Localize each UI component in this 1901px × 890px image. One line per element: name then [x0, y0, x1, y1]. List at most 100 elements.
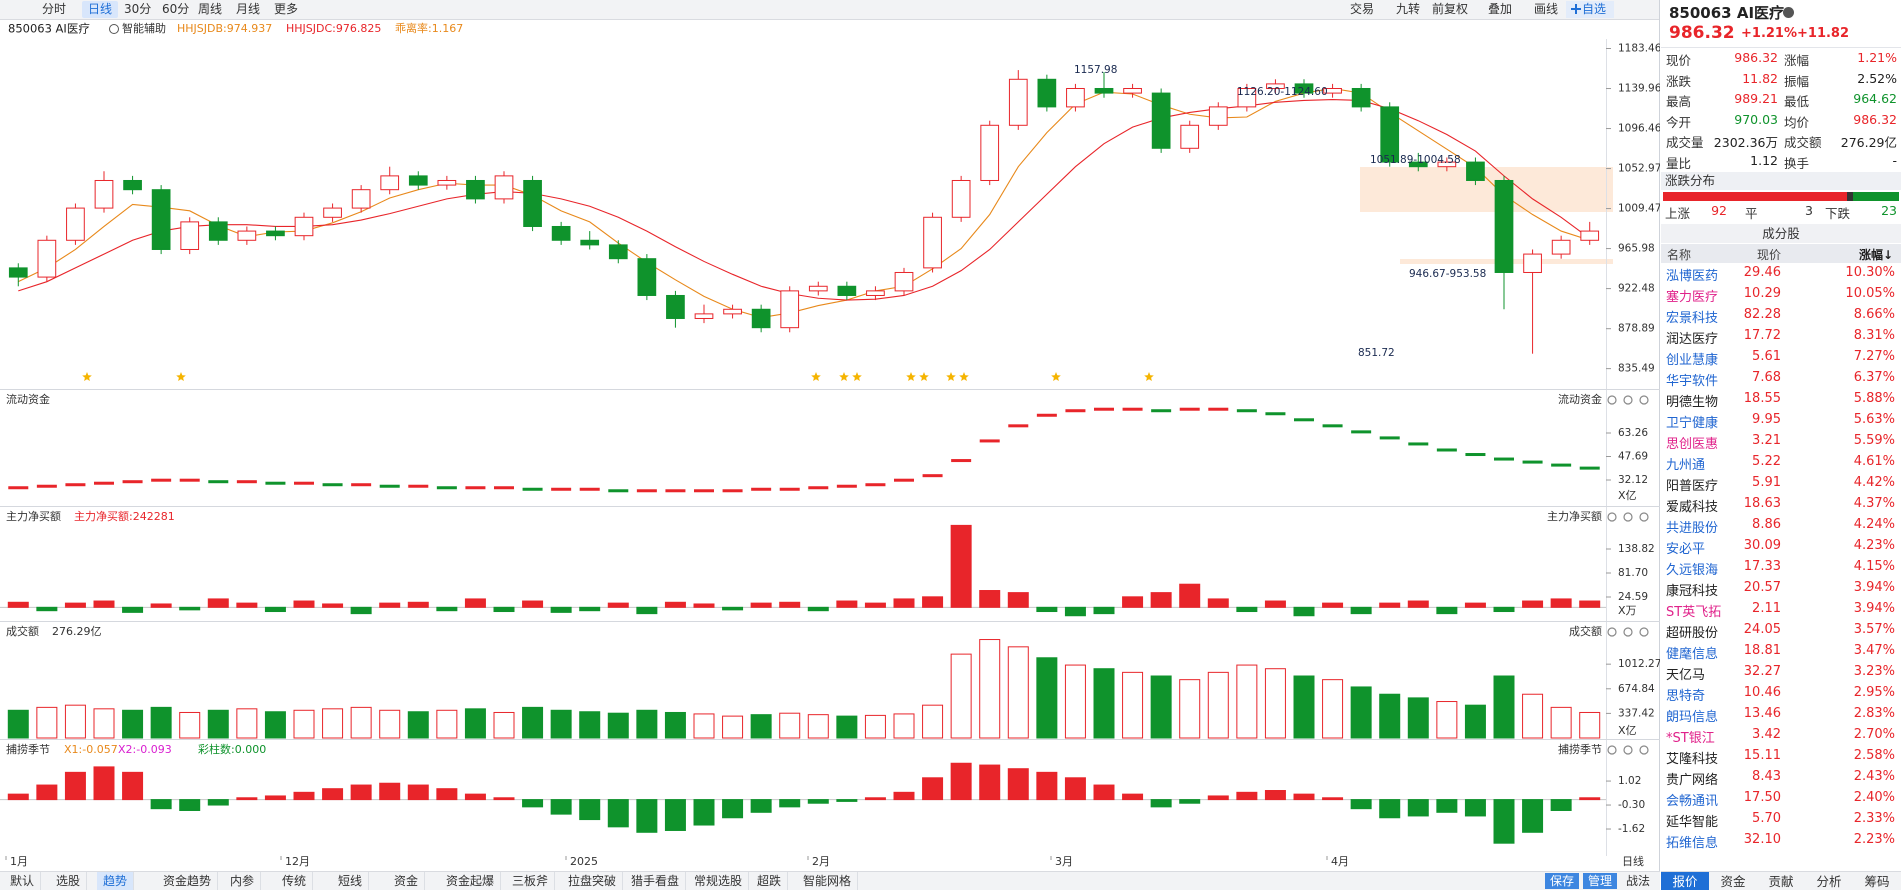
bar [1464, 602, 1486, 608]
stock-name[interactable]: 拓维信息 [1666, 836, 1719, 851]
bottom-tab[interactable]: 选股 [50, 872, 88, 890]
stock-name[interactable]: 华宇软件 [1666, 374, 1719, 389]
period-tab[interactable]: 60分 [162, 2, 190, 16]
stock-name[interactable]: 艾隆科技 [1666, 752, 1719, 767]
stock-name[interactable]: 阳普医疗 [1666, 479, 1719, 494]
bar [436, 788, 458, 801]
bar [1379, 799, 1401, 819]
quote-tab[interactable]: 报价 [1661, 871, 1709, 890]
stock-name[interactable]: 爱威科技 [1666, 500, 1719, 515]
y-tick-label: 674.84 [1618, 683, 1655, 695]
y-tick-label: 878.89 [1618, 323, 1655, 335]
panel-icon [1623, 745, 1633, 755]
stock-name[interactable]: 共进股份 [1666, 521, 1719, 536]
period-tab[interactable]: 日线 [82, 1, 119, 18]
panel-icon [1639, 745, 1649, 755]
bottom-tab[interactable]: 传统 [276, 872, 314, 890]
stock-name[interactable]: 朗玛信息 [1666, 710, 1719, 725]
bar [407, 784, 429, 801]
bottom-tab[interactable]: 常规选股 [688, 872, 750, 890]
bottom-tab[interactable]: 短线 [332, 872, 370, 890]
period-tab[interactable]: 更多 [274, 2, 299, 16]
bottom-tab[interactable]: 资金趋势 [157, 872, 219, 890]
bottom-tab[interactable]: 智能网格 [797, 872, 859, 890]
stock-name[interactable]: 健麾信息 [1666, 647, 1719, 662]
x-tick-label: 3月 [1055, 855, 1073, 868]
field-value: 989.21 [1734, 91, 1778, 106]
bottom-tab[interactable]: 超跌 [751, 872, 789, 890]
header-pct[interactable]: 涨幅↓ [1858, 248, 1893, 262]
bottom-tab[interactable]: 资金起爆 [440, 872, 502, 890]
stock-name[interactable]: 润达医疗 [1666, 332, 1719, 347]
stock-name[interactable]: 宏景科技 [1666, 311, 1719, 326]
stock-name[interactable]: 超研股份 [1666, 626, 1719, 641]
stock-name[interactable]: 九州通 [1666, 458, 1706, 473]
flow-dash [1351, 430, 1372, 434]
stock-name[interactable]: 贵广网络 [1666, 773, 1719, 788]
bar [607, 799, 629, 828]
bar [1379, 602, 1401, 608]
bar [979, 764, 1001, 801]
quote-tab[interactable]: 筹码 [1853, 871, 1901, 890]
flow-dash [122, 480, 143, 484]
stock-name[interactable]: 思创医惠 [1666, 437, 1719, 452]
bottom-tab[interactable]: 趋势 [97, 872, 135, 890]
stock-name[interactable]: 会畅通讯 [1666, 794, 1719, 809]
candle-body [923, 216, 942, 269]
toolbar-bg [0, 0, 1660, 19]
flow-dash [1322, 424, 1343, 428]
stock-name[interactable]: 创业慧康 [1666, 353, 1719, 368]
tool-button[interactable]: 九转 [1396, 2, 1421, 16]
flow-dash [465, 486, 486, 490]
bar [36, 606, 58, 612]
bottom-tab[interactable]: 拉盘突破 [562, 872, 624, 890]
flow-dash [1522, 460, 1543, 464]
stock-name[interactable]: 安必平 [1666, 542, 1706, 557]
action-button[interactable]: 保存 [1545, 873, 1580, 889]
tool-button[interactable]: 叠加 [1488, 2, 1513, 16]
y-tick-label: 32.12 [1618, 474, 1648, 486]
stock-name[interactable]: 延华智能 [1666, 815, 1719, 830]
stock-name[interactable]: ST英飞拓 [1666, 605, 1722, 620]
bottom-tab[interactable]: 默认 [4, 872, 42, 890]
flow-dash [151, 478, 172, 482]
y-tick-label: 81.70 [1618, 567, 1648, 579]
stock-pct: 5.63% [1853, 412, 1895, 427]
period-tab[interactable]: 周线 [198, 2, 223, 16]
stock-name[interactable]: 塞力医疗 [1666, 290, 1719, 305]
tool-button[interactable]: 交易 [1350, 2, 1375, 16]
stock-name[interactable]: 思特奇 [1666, 689, 1706, 704]
bottom-tab[interactable]: 资金 [388, 872, 426, 890]
bar [1236, 791, 1258, 801]
quote-tab[interactable]: 贡献 [1757, 871, 1805, 890]
stock-pct: 4.42% [1853, 475, 1895, 490]
stock-pct: 2.95% [1853, 685, 1895, 700]
bottom-tab[interactable]: 三板斧 [506, 872, 556, 890]
assist-label: 智能辅助 [122, 21, 166, 35]
period-tab[interactable]: 分时 [42, 2, 67, 16]
stock-name[interactable]: *ST银江 [1666, 731, 1715, 746]
stock-name[interactable]: 泓博医药 [1666, 269, 1719, 284]
stock-price: 8.86 [1752, 517, 1781, 532]
stock-name[interactable]: 久远银海 [1666, 563, 1719, 578]
bottom-tab[interactable]: 猎手看盘 [625, 872, 687, 890]
quote-tab[interactable]: 资金 [1709, 871, 1757, 890]
bottom-tab[interactable]: 内参 [224, 872, 262, 890]
up-count: 92 [1711, 203, 1727, 218]
tool-button[interactable]: 画线 [1534, 2, 1559, 16]
tool-button[interactable]: 前复权 [1432, 2, 1469, 16]
stock-name[interactable]: 康冠科技 [1666, 584, 1719, 599]
stock-pct: 2.58% [1853, 748, 1895, 763]
stock-name[interactable]: 明德生物 [1666, 395, 1719, 410]
period-tab[interactable]: 30分 [124, 2, 152, 16]
bar [1150, 592, 1172, 608]
action-button[interactable]: 管理 [1583, 873, 1618, 889]
stock-name[interactable]: 天亿马 [1666, 668, 1706, 683]
flow-dash [322, 483, 343, 487]
stock-name[interactable]: 卫宁健康 [1666, 416, 1719, 431]
quote-tab[interactable]: 分析 [1805, 871, 1853, 890]
stock-price: 18.63 [1743, 496, 1781, 511]
panel-legend: X1:-0.057 [64, 743, 118, 756]
period-tab[interactable]: 月线 [236, 2, 261, 16]
action-button[interactable]: 战法 [1626, 874, 1651, 888]
